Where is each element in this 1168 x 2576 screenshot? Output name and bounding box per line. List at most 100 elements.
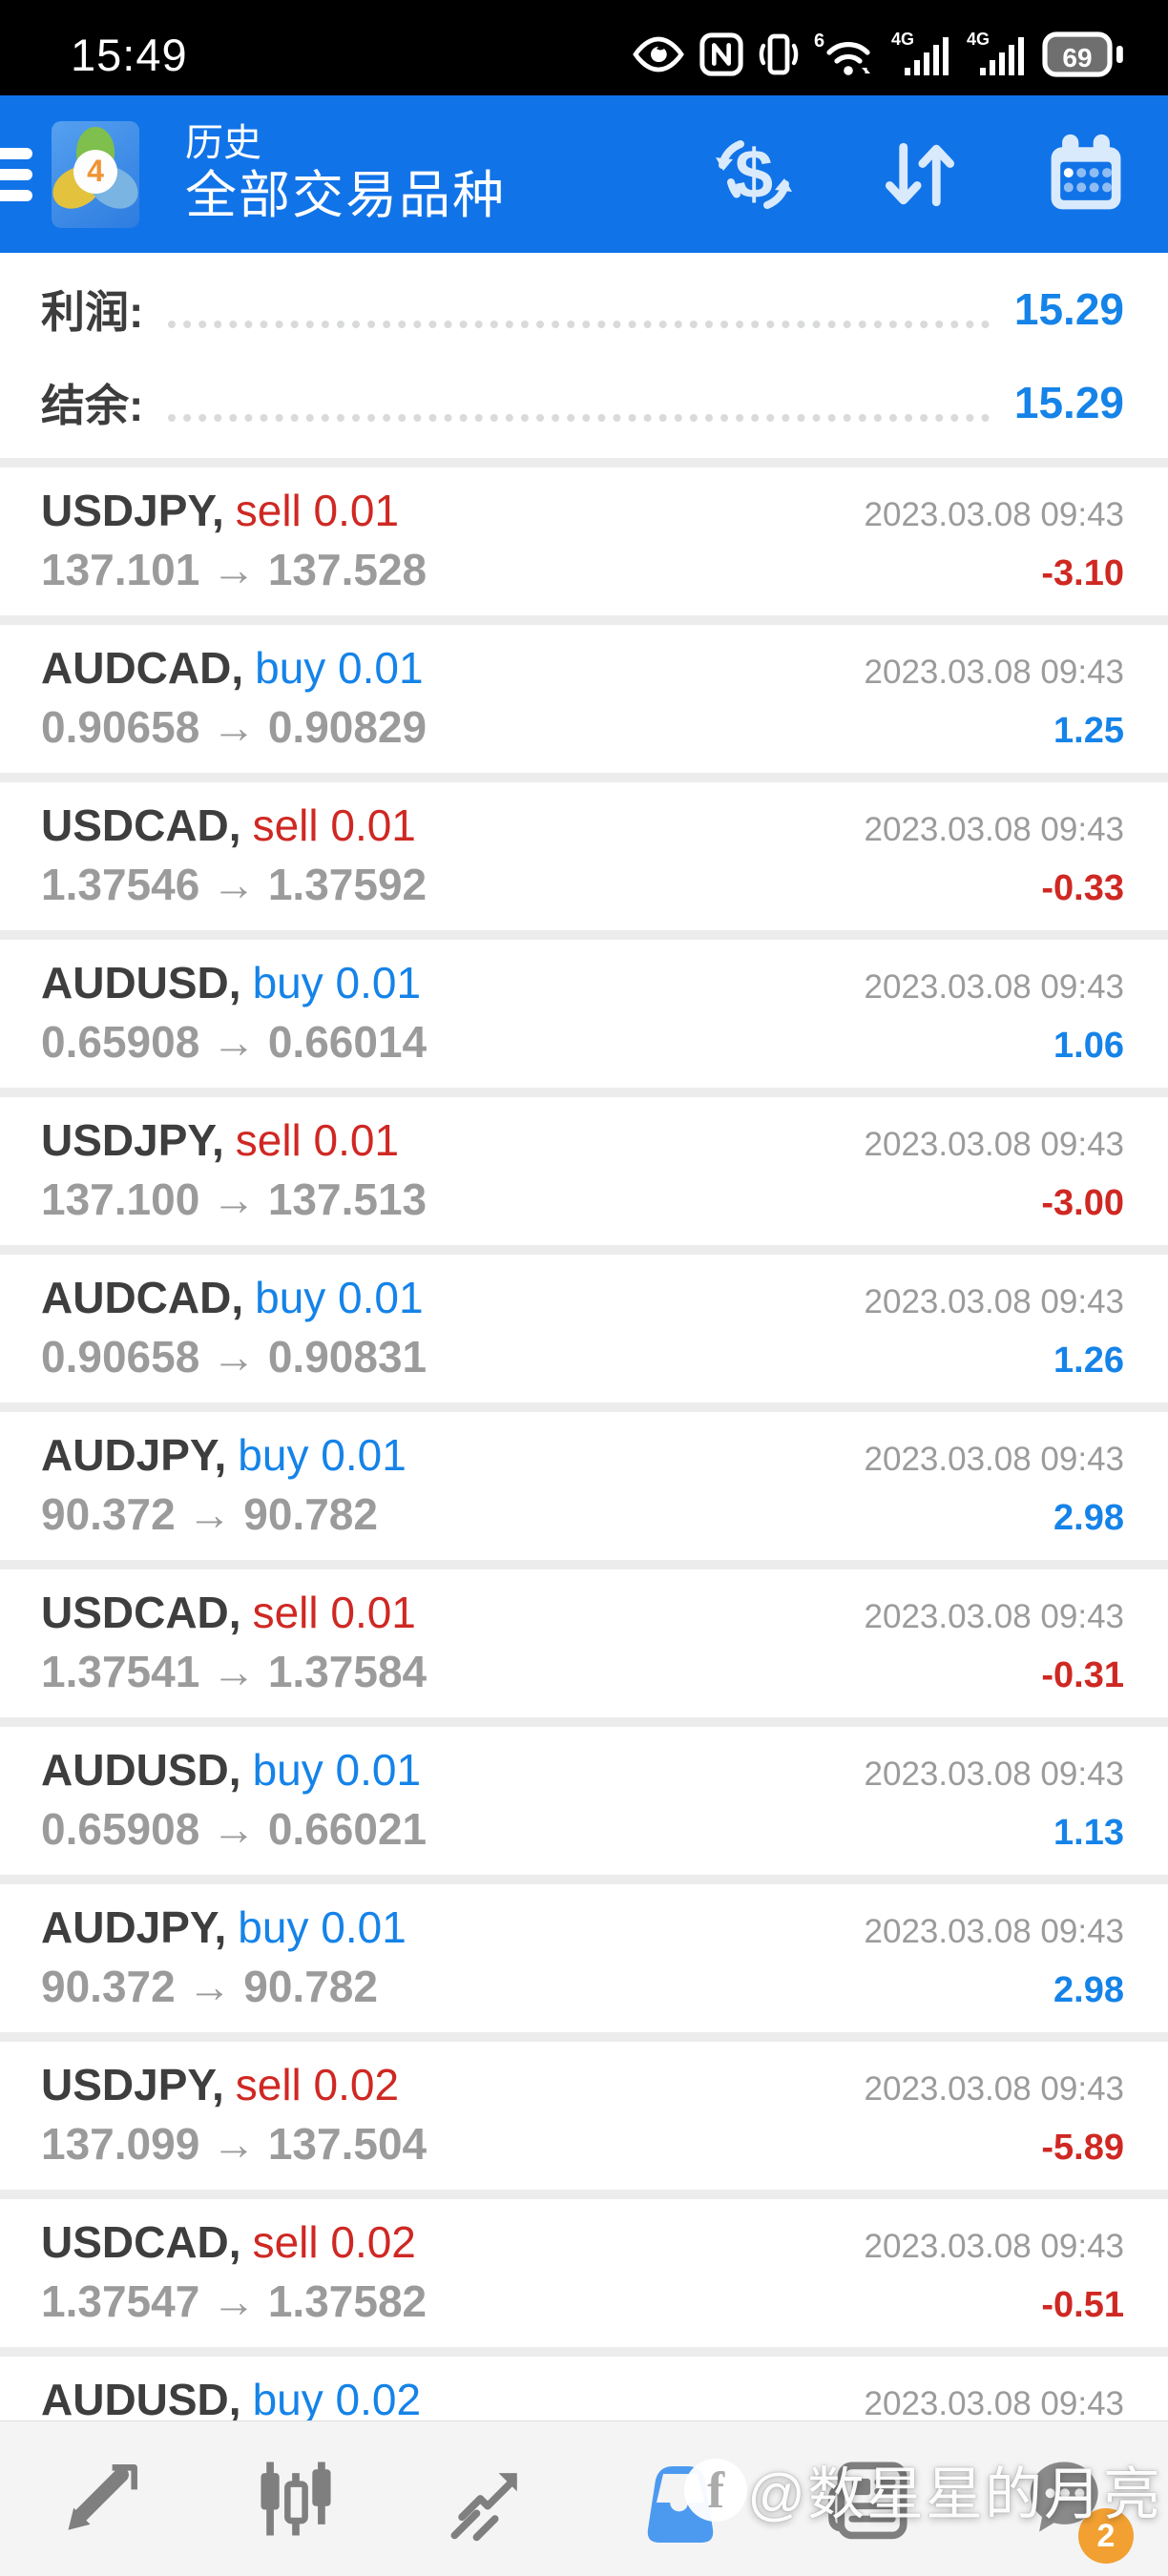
page-title-small: 历史: [185, 122, 261, 165]
watermark-text: @数星星的月亮: [747, 2462, 1162, 2526]
menu-icon[interactable]: [0, 147, 32, 201]
status-icons: 6 4G 4G: [632, 30, 1126, 79]
messages-icon[interactable]: 2: [1012, 2445, 1134, 2564]
trade-history-list[interactable]: USDJPY, sell 0.01 2023.03.08 09:43 137.10…: [0, 458, 1168, 2420]
currency-exchange-icon[interactable]: $: [697, 117, 811, 232]
trade-symbol: USDJPY,: [41, 2060, 224, 2109]
trade-profit: 1.26: [1053, 1340, 1124, 1381]
page-title-large: 全部交易品种: [185, 167, 506, 225]
account-summary: 利润: 15.29 结余: 15.29: [0, 253, 1168, 458]
trade-datetime: 2023.03.08 09:43: [864, 2385, 1124, 2420]
news-icon[interactable]: [819, 2445, 926, 2552]
trade-datetime: 2023.03.08 09:43: [864, 1441, 1124, 1478]
wifi-6-label: 6: [814, 31, 824, 52]
svg-text:4G: 4G: [891, 30, 914, 49]
trade-type-volume: sell 0.01: [252, 800, 416, 850]
trade-type-volume: sell 0.01: [235, 1115, 400, 1165]
table-row[interactable]: USDCAD, sell 0.01 2023.03.08 09:43 1.3754…: [0, 773, 1168, 930]
table-row[interactable]: AUDCAD, buy 0.01 2023.03.08 09:43 0.90658…: [0, 615, 1168, 773]
trade-profit: -0.51: [1041, 2285, 1124, 2325]
trade-symbol: USDCAD,: [41, 1588, 241, 1637]
trade-prices: 1.37546 → 1.37592: [41, 860, 428, 909]
trade-type-volume: buy 0.01: [252, 1745, 422, 1795]
eye-icon: [632, 35, 685, 73]
quotes-icon[interactable]: [50, 2445, 156, 2552]
trade-symbol: AUDJPY,: [41, 1430, 227, 1480]
table-row[interactable]: USDCAD, sell 0.01 2023.03.08 09:43 1.3754…: [0, 1560, 1168, 1717]
trade-symbol: USDJPY,: [41, 486, 224, 535]
profit-label: 利润:: [41, 287, 144, 337]
trade-profit: -0.31: [1041, 1655, 1124, 1695]
balance-row: 结余: 15.29: [41, 356, 1124, 449]
table-row[interactable]: AUDUSD, buy 0.01 2023.03.08 09:43 0.65908…: [0, 930, 1168, 1088]
balance-value: 15.29: [1013, 378, 1124, 427]
trade-datetime: 2023.03.08 09:43: [864, 496, 1124, 533]
trade-symbol: USDCAD,: [41, 800, 241, 850]
svg-text:4G: 4G: [967, 30, 990, 49]
sort-icon[interactable]: [863, 117, 977, 232]
watermark: f @数星星的月亮: [684, 2448, 1162, 2531]
balance-label: 结余:: [41, 381, 144, 430]
wifi-icon: 6: [814, 30, 877, 79]
trade-datetime: 2023.03.08 09:43: [864, 1755, 1124, 1793]
trade-prices: 90.372 → 90.782: [41, 1962, 378, 2011]
trade-profit: 1.06: [1053, 1026, 1124, 1066]
table-row[interactable]: AUDUSD, buy 0.01 2023.03.08 09:43 0.65908…: [0, 1717, 1168, 1875]
watermark-logo-icon: f: [684, 2458, 748, 2522]
table-row[interactable]: AUDJPY, buy 0.01 2023.03.08 09:43 90.372 …: [0, 1875, 1168, 2032]
app-bar-actions: $: [697, 117, 1143, 232]
trade-icon[interactable]: [434, 2445, 541, 2552]
trade-profit: -5.89: [1041, 2128, 1124, 2168]
table-row[interactable]: AUDJPY, buy 0.01 2023.03.08 09:43 90.372 …: [0, 1402, 1168, 1560]
trade-prices: 0.65908 → 0.66021: [41, 1804, 428, 1854]
trade-profit: -3.00: [1041, 1183, 1124, 1223]
status-bar: 15:49 6 4G: [0, 0, 1168, 95]
nfc-icon: [699, 32, 743, 76]
trade-symbol: AUDUSD,: [41, 2375, 241, 2420]
trade-type-volume: sell 0.01: [252, 1588, 416, 1637]
trade-datetime: 2023.03.08 09:43: [864, 2228, 1124, 2265]
trade-symbol: USDJPY,: [41, 1115, 224, 1165]
trade-type-volume: sell 0.01: [235, 486, 400, 535]
table-row[interactable]: USDJPY, sell 0.02 2023.03.08 09:43 137.09…: [0, 2032, 1168, 2190]
trade-type-volume: buy 0.01: [238, 1902, 407, 1952]
trade-type-volume: sell 0.02: [252, 2217, 416, 2267]
table-row[interactable]: AUDUSD, buy 0.02 2023.03.08 09:43: [0, 2347, 1168, 2420]
trade-datetime: 2023.03.08 09:43: [864, 968, 1124, 1006]
table-row[interactable]: USDCAD, sell 0.02 2023.03.08 09:43 1.3754…: [0, 2190, 1168, 2347]
app-bar: 4 历史 全部交易品种 $: [0, 95, 1168, 253]
trade-symbol: AUDCAD,: [41, 643, 244, 693]
mt4-logo: 4: [52, 120, 139, 228]
dotted-leader: [168, 321, 990, 328]
trade-datetime: 2023.03.08 09:43: [864, 1598, 1124, 1635]
page-title: 历史 全部交易品种: [185, 121, 506, 227]
trade-prices: 90.372 → 90.782: [41, 1489, 378, 1539]
trade-prices: 0.65908 → 0.66014: [41, 1017, 428, 1067]
trade-type-volume: buy 0.01: [238, 1430, 407, 1480]
signal-bars-icon: 4G: [967, 30, 1028, 79]
battery-icon: 69: [1042, 31, 1126, 78]
trade-type-volume: buy 0.01: [255, 1273, 424, 1322]
trade-prices: 137.100 → 137.513: [41, 1174, 428, 1224]
trade-profit: 2.98: [1053, 1498, 1124, 1538]
vibrate-icon: [758, 31, 800, 78]
trade-datetime: 2023.03.08 09:43: [864, 654, 1124, 691]
trade-profit: 1.25: [1053, 711, 1124, 751]
table-row[interactable]: AUDCAD, buy 0.01 2023.03.08 09:43 0.90658…: [0, 1245, 1168, 1402]
trade-symbol: AUDCAD,: [41, 1273, 244, 1322]
trade-symbol: AUDJPY,: [41, 1902, 227, 1952]
table-row[interactable]: USDJPY, sell 0.01 2023.03.08 09:43 137.10…: [0, 458, 1168, 615]
table-row[interactable]: USDJPY, sell 0.01 2023.03.08 09:43 137.10…: [0, 1088, 1168, 1245]
trade-datetime: 2023.03.08 09:43: [864, 1913, 1124, 1950]
trade-datetime: 2023.03.08 09:43: [864, 811, 1124, 848]
calendar-icon[interactable]: [1029, 117, 1143, 232]
trade-prices: 137.099 → 137.504: [41, 2119, 428, 2169]
trade-symbol: AUDUSD,: [41, 958, 241, 1008]
bottom-navigation: 2: [0, 2420, 1168, 2576]
trade-type-volume: buy 0.01: [255, 643, 424, 693]
charts-icon[interactable]: [242, 2445, 349, 2552]
svg-text:$: $: [735, 136, 773, 213]
trade-prices: 0.90658 → 0.90831: [41, 1332, 428, 1381]
profit-value: 15.29: [1013, 284, 1124, 334]
